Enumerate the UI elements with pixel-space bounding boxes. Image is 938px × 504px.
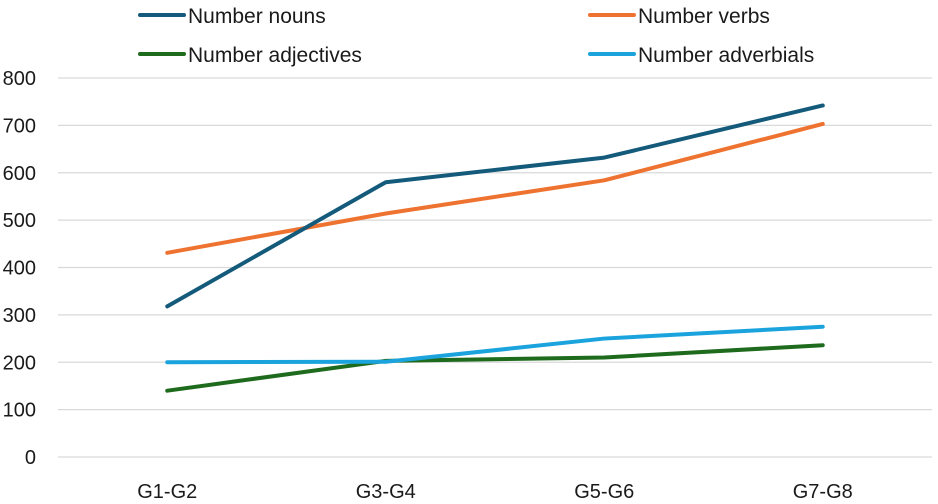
y-tick-label: 300 bbox=[3, 305, 36, 327]
y-tick-label: 800 bbox=[3, 68, 36, 90]
x-tick-label: G5-G6 bbox=[574, 481, 634, 503]
series-line-number-nouns bbox=[165, 103, 825, 309]
x-tick-label: G3-G4 bbox=[356, 481, 416, 503]
series-line-number-verbs bbox=[165, 121, 825, 255]
y-tick-label: 700 bbox=[3, 115, 36, 137]
legend-label-number-verbs: Number verbs bbox=[638, 5, 770, 28]
y-axis-ticks: 0 100 200 300 400 500 600 700 800 bbox=[3, 68, 36, 469]
legend-label-number-nouns: Number nouns bbox=[188, 5, 326, 28]
y-tick-label: 600 bbox=[3, 163, 36, 185]
legend-label-number-adverbials: Number adverbials bbox=[638, 44, 814, 67]
y-tick-label: 500 bbox=[3, 210, 36, 232]
y-tick-label: 100 bbox=[3, 400, 36, 422]
gridlines bbox=[58, 77, 932, 458]
series-lines bbox=[165, 103, 825, 393]
y-tick-label: 200 bbox=[3, 352, 36, 374]
y-tick-label: 400 bbox=[3, 258, 36, 280]
legend-label-number-adjectives: Number adjectives bbox=[188, 44, 362, 67]
x-tick-label: G1-G2 bbox=[137, 481, 197, 503]
x-axis-ticks: G1-G2 G3-G4 G5-G6 G7-G8 bbox=[137, 481, 853, 503]
series-line-number-adjectives bbox=[165, 343, 825, 393]
series-line-number-adverbials bbox=[165, 324, 825, 365]
y-tick-label: 0 bbox=[25, 447, 36, 469]
legend: Number nouns Number verbs Number adjective… bbox=[138, 5, 814, 67]
x-tick-label: G7-G8 bbox=[793, 481, 853, 503]
